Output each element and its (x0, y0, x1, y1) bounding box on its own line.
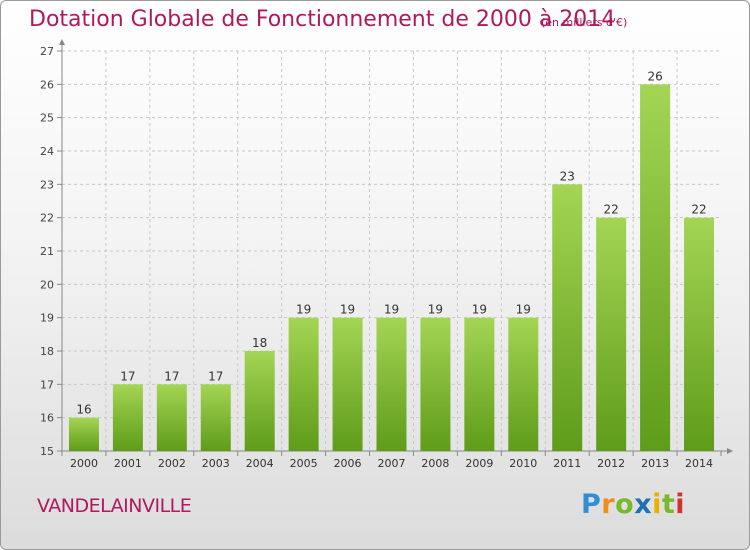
bar (112, 384, 143, 451)
bar (68, 417, 99, 451)
y-tick-label: 17 (40, 378, 54, 391)
y-tick-label: 27 (40, 45, 54, 58)
x-tick-label: 2002 (158, 457, 186, 470)
bar (200, 384, 231, 451)
y-tick-label: 18 (40, 345, 54, 358)
proxiti-logo[interactable]: Proxiti (581, 489, 685, 520)
data-label: 19 (384, 303, 399, 317)
x-tick-label: 2013 (641, 457, 669, 470)
data-label: 16 (76, 403, 91, 417)
data-label: 17 (120, 369, 135, 383)
x-tick-label: 2008 (421, 457, 449, 470)
bar (640, 84, 671, 451)
data-label: 19 (472, 303, 487, 317)
bar (376, 317, 407, 451)
x-tick-label: 2007 (378, 457, 406, 470)
data-labels: 16 17 17 17 18 19 19 19 19 19 19 23 22 26 22 (76, 69, 706, 416)
bar (596, 217, 627, 451)
x-tick-label: 2010 (509, 457, 537, 470)
logo-letter: t (661, 489, 676, 520)
data-label: 19 (428, 303, 443, 317)
x-axis-arrow (727, 448, 733, 454)
data-label: 23 (560, 169, 575, 183)
commune-name: VANDELAINVILLE (37, 495, 192, 517)
bar (332, 317, 363, 451)
bars (68, 84, 715, 452)
x-tick-label: 2011 (553, 457, 581, 470)
x-tick-label: 2012 (597, 457, 625, 470)
data-label: 19 (296, 303, 311, 317)
x-tick-label: 2000 (70, 457, 98, 470)
logo-letter: o (615, 489, 635, 520)
axes: 15 16 17 18 19 20 21 22 23 24 25 26 27 2000 2001 2002 20… (40, 39, 733, 470)
bar (156, 384, 187, 451)
bar (552, 184, 583, 452)
bar (288, 317, 319, 451)
logo-letter: i (652, 489, 662, 520)
bar (684, 217, 715, 451)
y-tick-label: 21 (40, 245, 54, 258)
y-tick-label: 25 (40, 112, 54, 125)
logo-letter: r (601, 489, 616, 520)
bar (464, 317, 495, 451)
x-tick-label: 2003 (202, 457, 230, 470)
y-tick-label: 26 (40, 78, 54, 91)
x-tick-label: 2014 (685, 457, 713, 470)
x-tick-label: 2001 (114, 457, 142, 470)
bar (244, 351, 275, 451)
x-tick-label: 2004 (246, 457, 274, 470)
data-label: 26 (647, 69, 662, 83)
data-label: 18 (252, 336, 267, 350)
y-tick-label: 16 (40, 412, 54, 425)
data-label: 17 (164, 369, 179, 383)
chart-title: Dotation Globale de Fonctionnement de 20… (29, 7, 616, 32)
y-tick-label: 19 (40, 312, 54, 325)
logo-letter: x (634, 489, 653, 520)
y-tick-label: 24 (40, 145, 54, 158)
logo-letter: P (581, 489, 602, 520)
x-tick-label: 2009 (465, 457, 493, 470)
logo-letter: i (675, 489, 686, 520)
y-tick-label: 22 (40, 212, 54, 225)
data-label: 22 (604, 203, 619, 217)
data-label: 22 (691, 203, 706, 217)
chart-unit: (en milliers d'€) (541, 16, 628, 29)
y-tick-label: 20 (40, 278, 54, 291)
data-label: 19 (516, 303, 531, 317)
bar (508, 317, 539, 451)
data-label: 19 (340, 303, 355, 317)
y-axis-arrow (59, 39, 65, 45)
y-tick-label: 23 (40, 178, 54, 191)
x-tick-label: 2006 (334, 457, 362, 470)
y-tick-label: 15 (40, 445, 54, 458)
bar (420, 317, 451, 451)
data-label: 17 (208, 369, 223, 383)
x-tick-label: 2005 (290, 457, 318, 470)
